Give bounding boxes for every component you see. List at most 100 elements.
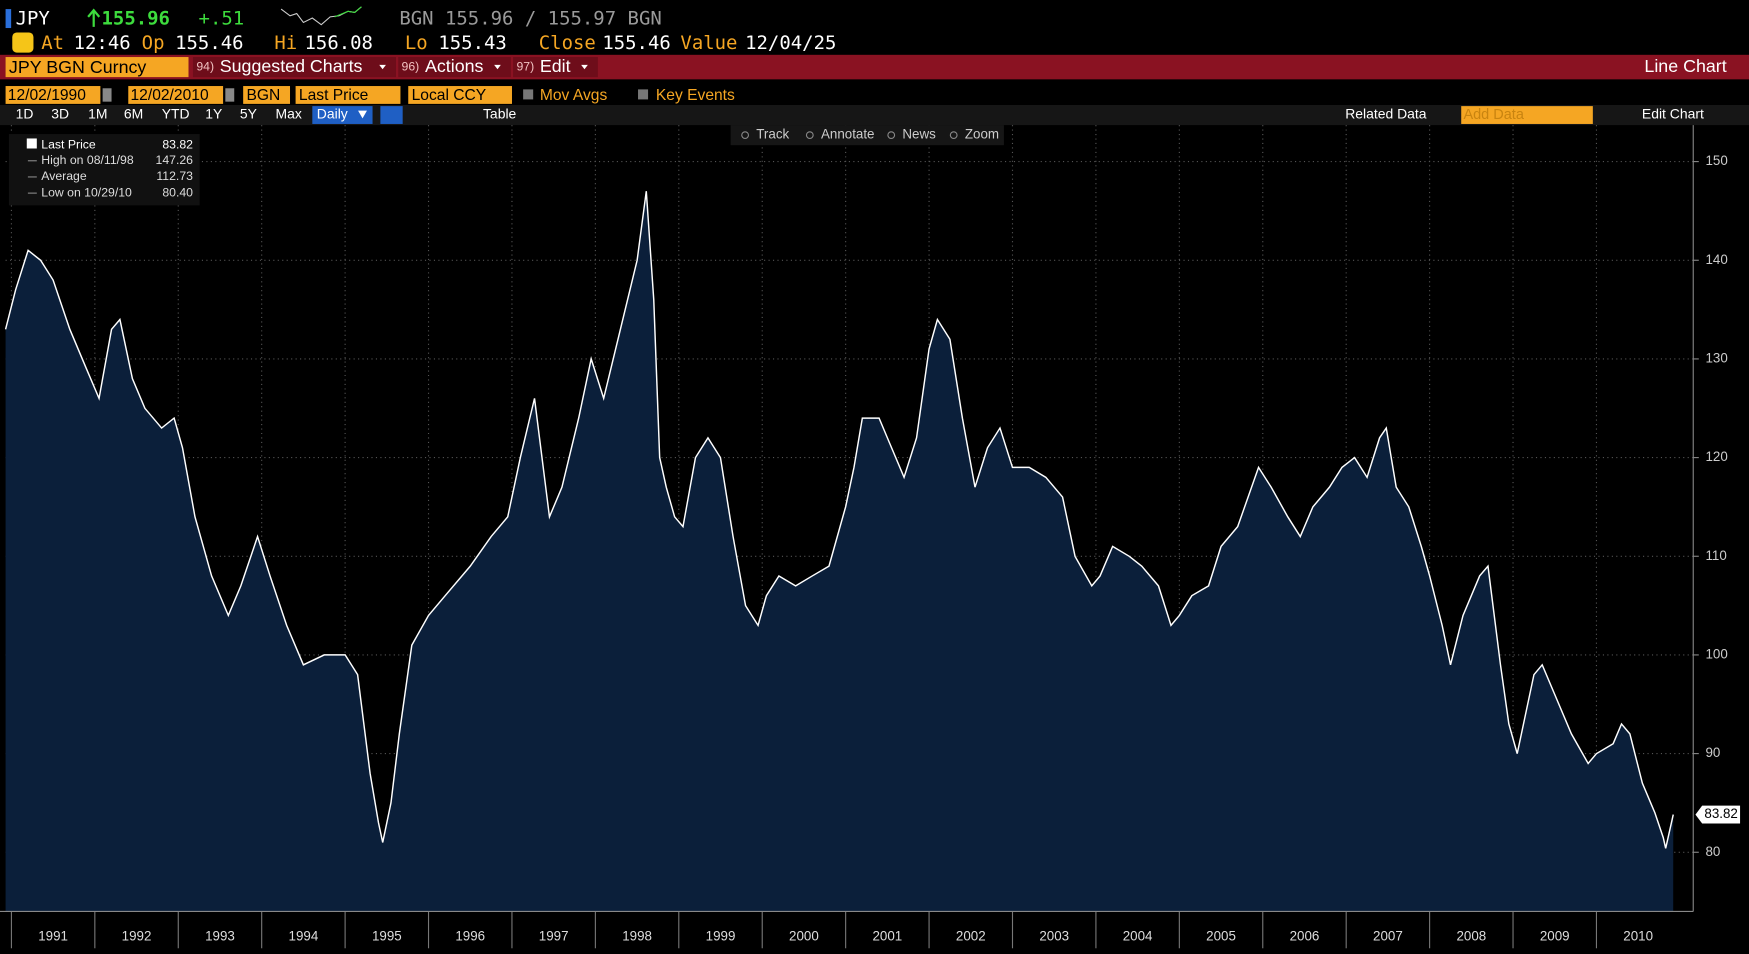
period-button[interactable]: 1D [16, 106, 34, 122]
x-tick-label: 1995 [372, 929, 402, 944]
start-date: 12/02/1990 [8, 87, 86, 104]
calendar-icon[interactable] [102, 88, 112, 102]
up-arrow [87, 8, 101, 27]
dropdown-icon [358, 110, 367, 119]
period-button[interactable]: Max [276, 106, 302, 122]
legend-value: 80.40 [162, 185, 193, 199]
currency: Local CCY [412, 87, 487, 104]
security-box[interactable] [5, 57, 189, 78]
checkbox[interactable] [638, 89, 649, 100]
y-tick-label: 150 [1705, 153, 1727, 168]
end-date-box[interactable] [128, 86, 224, 104]
sparkline-icon [334, 6, 362, 18]
x-tick-label: 2000 [789, 929, 819, 944]
x-tick-label: 2009 [1540, 929, 1570, 944]
field-label: Value [680, 32, 737, 54]
x-tick-label: 2001 [872, 929, 902, 944]
x-tick-label: 2003 [1039, 929, 1069, 944]
calendar-icon[interactable] [225, 88, 235, 102]
x-tick-label: 2006 [1290, 929, 1320, 944]
checkbox[interactable] [523, 89, 534, 100]
y-tick-label: 100 [1705, 646, 1727, 661]
currency-box[interactable] [408, 86, 512, 104]
legend-label: Last Price [41, 137, 96, 151]
start-date-box[interactable] [5, 86, 101, 104]
field-label: Op [142, 32, 165, 54]
x-tick-label: 1999 [706, 929, 736, 944]
field-value: 12:46 [74, 32, 131, 54]
period-button[interactable]: 1M [88, 106, 107, 122]
period-button[interactable]: 6M [124, 106, 143, 122]
menu-number: 96) [402, 59, 420, 73]
dropdown-icon [379, 64, 386, 70]
dropdown-icon [494, 64, 501, 70]
menu-button[interactable] [192, 57, 396, 78]
x-tick-label: 1993 [205, 929, 235, 944]
y-tick-label: 90 [1705, 745, 1720, 760]
tool-button[interactable]: News [902, 127, 936, 142]
field-label: Close [539, 32, 596, 54]
alert-icon[interactable] [12, 32, 34, 53]
legend-label: Average [41, 169, 87, 183]
x-tick-label: 1998 [622, 929, 652, 944]
period-button[interactable]: YTD [162, 106, 190, 122]
x-tick-label: 1992 [122, 929, 152, 944]
dropdown-icon [581, 64, 588, 70]
field-value: 12/04/25 [745, 32, 836, 54]
field-label: Lo [405, 32, 428, 54]
menu-button[interactable] [398, 57, 511, 78]
add-data: Add Data [1463, 107, 1524, 123]
field-label: At [41, 32, 64, 54]
field-value: 156.08 [305, 32, 373, 54]
x-tick-label: 1994 [289, 929, 319, 944]
period-button[interactable]: 3D [51, 106, 69, 122]
source: BGN [247, 87, 281, 104]
last-price-tag [1695, 805, 1741, 824]
tool-button[interactable]: Annotate [821, 127, 875, 142]
period-button[interactable]: 1Y [205, 106, 222, 122]
security: JPY BGN Curncy [9, 57, 146, 77]
legend [8, 134, 200, 206]
menu-button[interactable] [513, 57, 598, 78]
field-label: Hi [274, 32, 297, 54]
x-tick-label: 1996 [455, 929, 485, 944]
field-box[interactable] [295, 86, 401, 104]
edit-chart[interactable]: Edit Chart [1642, 106, 1704, 122]
legend-value: 147.26 [156, 153, 194, 167]
tool-button[interactable]: Zoom [965, 127, 999, 142]
tool-button[interactable]: Track [756, 127, 789, 142]
chart-tools [730, 125, 1004, 146]
line-icon[interactable] [380, 106, 403, 124]
option: Key Events [656, 87, 735, 104]
change: +.51 [199, 8, 245, 30]
y-tick-label: 120 [1705, 449, 1727, 464]
legend-swatch [26, 138, 37, 149]
related-data[interactable]: Related Data [1345, 106, 1427, 122]
source-box[interactable] [243, 86, 291, 104]
add-data-box[interactable] [1461, 106, 1593, 124]
view-name: Line Chart [1644, 56, 1726, 76]
frequency: Daily [317, 106, 348, 122]
table[interactable]: Table [483, 106, 517, 122]
option: Mov Avgs [540, 87, 608, 104]
quote: BGN 155.96 / 155.97 BGN [399, 8, 661, 30]
area [5, 191, 1674, 912]
legend-value: 83.82 [162, 137, 193, 151]
period-button[interactable]: 5Y [240, 106, 257, 122]
period-bar [0, 105, 1749, 126]
menu-label: Suggested Charts [220, 56, 363, 76]
ticker: JPY [16, 8, 51, 30]
frequency-box[interactable] [312, 106, 373, 124]
y-tick-label: 140 [1705, 252, 1727, 267]
menu-number: 94) [196, 59, 214, 73]
last-price: 155.96 [102, 8, 170, 30]
price-line [4, 191, 1674, 849]
last-price-label: 83.82 [1704, 806, 1737, 821]
field: Last Price [299, 87, 368, 104]
x-tick-label: 1991 [38, 929, 68, 944]
x-tick-label: 2010 [1623, 929, 1653, 944]
tool-icon [805, 131, 814, 140]
y-tick-label: 110 [1705, 548, 1726, 563]
menu-label: Actions [425, 56, 484, 76]
